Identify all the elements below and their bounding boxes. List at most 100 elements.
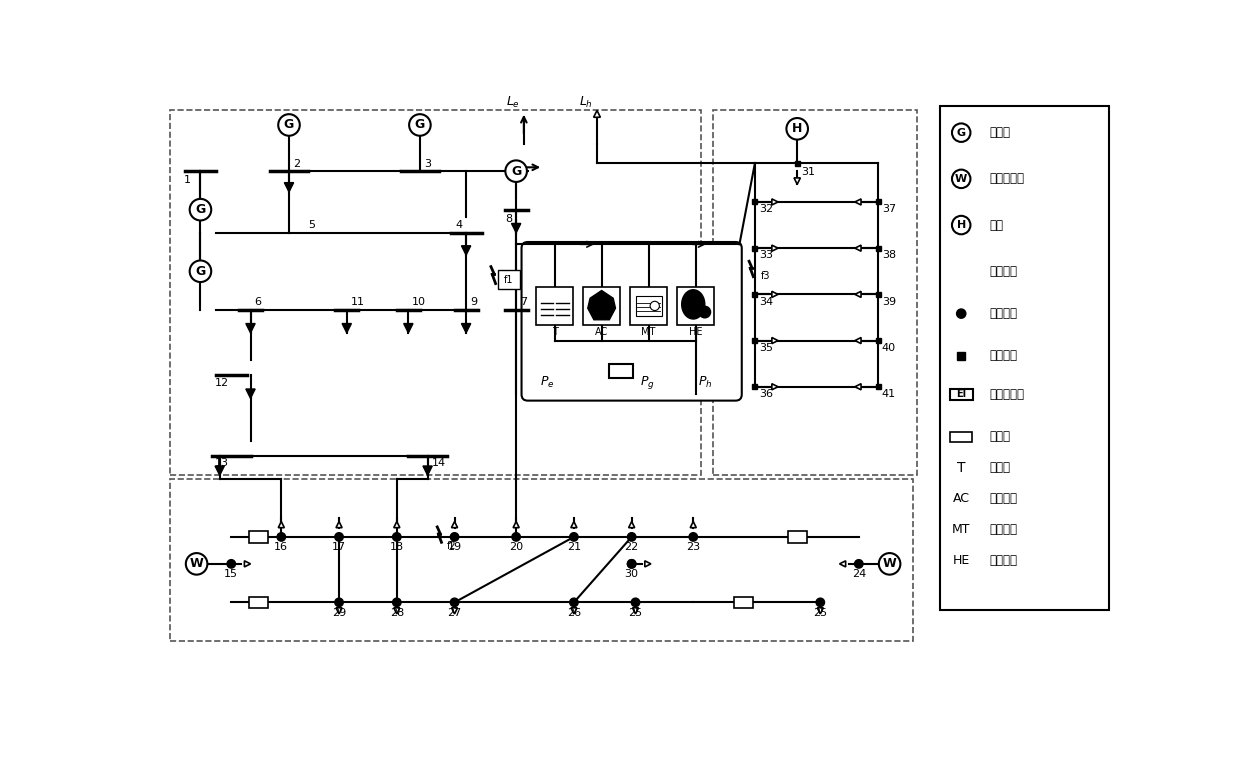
Text: 15: 15 [224,569,238,579]
Text: MT: MT [952,523,971,536]
Circle shape [952,124,971,142]
Text: $P_g$: $P_g$ [640,374,655,392]
Polygon shape [854,384,861,390]
Circle shape [335,598,343,606]
Circle shape [569,598,578,606]
Text: 4: 4 [455,220,463,231]
Text: 气网节点: 气网节点 [990,307,1018,320]
Bar [583,287,620,325]
Circle shape [816,598,825,606]
Polygon shape [839,561,846,567]
Circle shape [512,533,521,541]
Circle shape [627,559,636,568]
Text: 40: 40 [882,343,897,353]
Text: T: T [552,326,558,337]
Circle shape [689,533,697,541]
Polygon shape [854,338,861,344]
Text: 41: 41 [882,389,897,399]
Text: 37: 37 [882,204,897,214]
Bar [753,200,758,204]
Text: MT: MT [641,326,656,337]
Bar [875,200,880,204]
Circle shape [956,309,966,318]
Polygon shape [594,111,600,117]
Text: 11: 11 [351,298,365,307]
Polygon shape [957,269,965,276]
Polygon shape [854,245,861,251]
Text: 28: 28 [389,608,404,618]
Text: 3: 3 [424,159,430,168]
Text: G: G [956,128,966,137]
Bar [875,338,880,343]
Text: 燃气轮机: 燃气轮机 [990,523,1018,536]
Polygon shape [691,521,697,528]
Polygon shape [461,323,471,333]
Polygon shape [570,521,577,528]
Text: 29: 29 [332,608,346,618]
Text: 25: 25 [629,608,642,618]
Text: 9: 9 [470,298,477,307]
Bar [957,351,966,361]
Bar [170,479,913,641]
Bar [170,109,701,475]
Text: 12: 12 [215,377,229,388]
Bar [875,246,880,250]
Bar [753,384,758,389]
Text: G: G [196,203,206,216]
Text: G: G [196,265,206,278]
Text: G: G [284,118,294,131]
Text: W: W [955,174,967,184]
Text: 发电机: 发电机 [990,126,1011,139]
Bar [498,270,520,289]
Ellipse shape [699,307,711,318]
Text: EI: EI [616,367,626,376]
Polygon shape [513,521,520,528]
Circle shape [569,533,578,541]
Text: $L_h$: $L_h$ [579,94,593,109]
Text: 空调系统: 空调系统 [990,492,1018,505]
Text: 32: 32 [759,204,773,214]
Polygon shape [771,245,777,251]
Text: 8: 8 [505,213,512,223]
Circle shape [650,301,660,310]
Text: 18: 18 [389,542,404,553]
Text: 热网节点: 热网节点 [990,349,1018,363]
Text: 19: 19 [448,542,461,553]
Text: 27: 27 [448,608,461,618]
Circle shape [393,598,401,606]
Text: 热交换器: 热交换器 [990,553,1018,566]
Text: 压缩机: 压缩机 [990,430,1011,443]
Text: AC: AC [952,492,970,505]
Polygon shape [246,323,255,333]
Circle shape [627,559,636,568]
Bar [787,531,807,543]
Bar [753,292,758,297]
Bar [635,296,662,316]
Polygon shape [404,323,413,333]
Text: 13: 13 [215,458,229,468]
Polygon shape [817,608,823,614]
Text: f3: f3 [761,271,770,282]
Text: 14: 14 [432,458,445,468]
Text: 34: 34 [759,297,773,307]
Circle shape [190,260,211,282]
Bar [536,287,573,325]
Text: 2: 2 [293,159,300,168]
Polygon shape [511,223,521,233]
Polygon shape [771,338,777,344]
Text: $P_h$: $P_h$ [698,376,712,390]
Text: 38: 38 [882,250,897,260]
Polygon shape [423,466,433,475]
Text: 26: 26 [567,608,582,618]
Text: 变压器: 变压器 [990,461,1011,474]
Bar [753,338,758,343]
Bar [875,384,880,389]
Text: 36: 36 [759,389,773,399]
Circle shape [277,533,285,541]
Polygon shape [632,608,639,614]
Polygon shape [244,561,250,567]
Text: 30: 30 [625,569,639,579]
Polygon shape [771,384,777,390]
Polygon shape [794,178,800,184]
Text: G: G [511,165,521,178]
